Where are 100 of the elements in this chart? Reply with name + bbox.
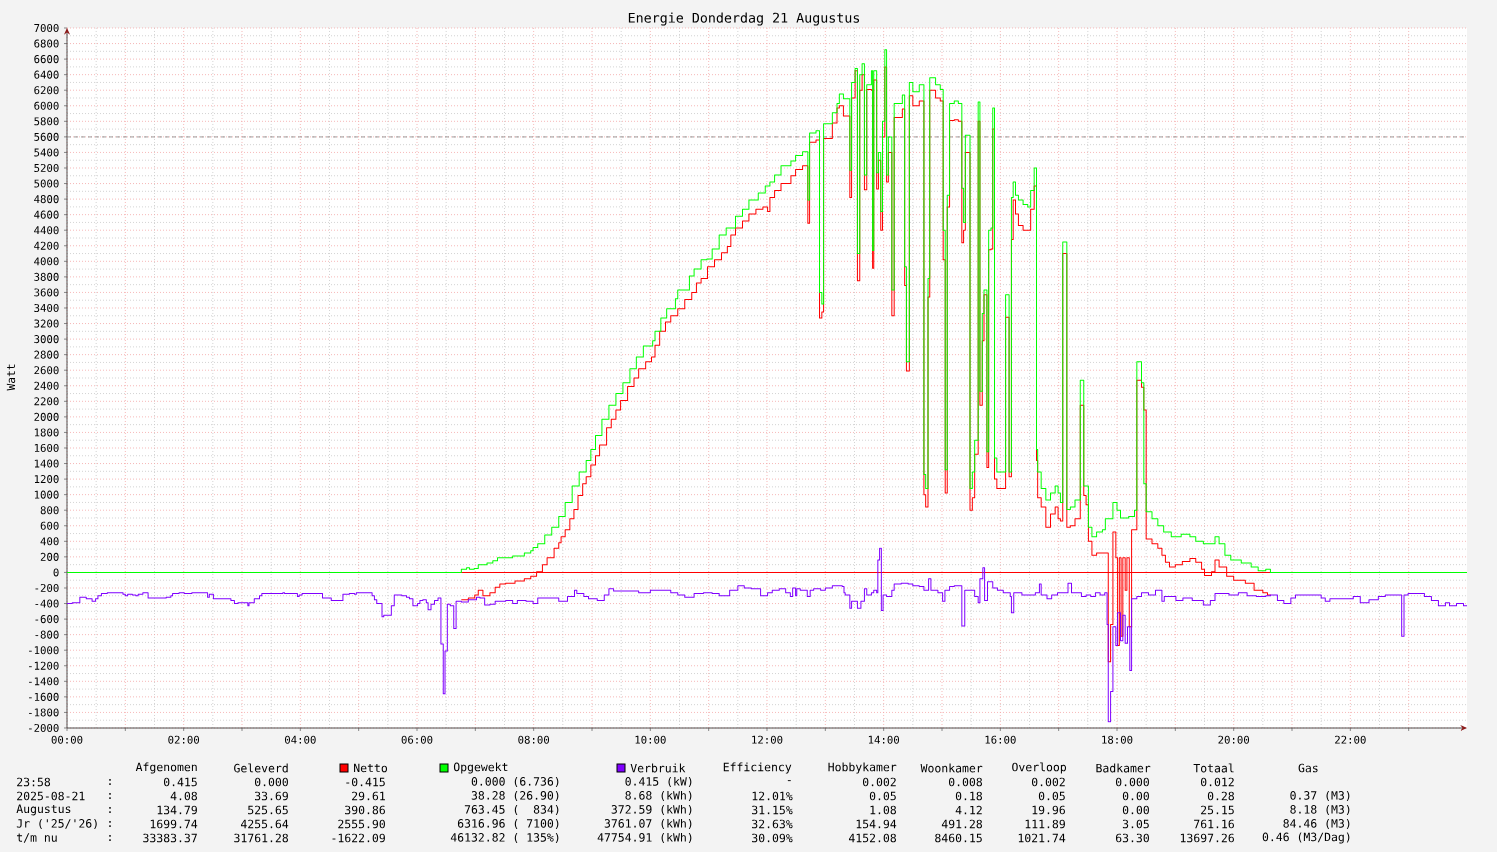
x-tick-label: 18:00 (1102, 735, 1133, 744)
y-tick-label: 6000 (34, 101, 59, 110)
y-tick-label: 1600 (34, 443, 59, 453)
x-tick-label: 06:00 (401, 735, 433, 744)
chart-title: Energie Donderdag 21 Augustus (628, 12, 860, 26)
text: 390.86 (345, 805, 385, 815)
x-tick-label: 22:00 (1335, 735, 1366, 744)
y-tick-label: 3600 (34, 288, 59, 297)
text: 6316.96 ( 7100) (457, 818, 559, 830)
text: Efficiency (723, 762, 792, 774)
text: Overloop (1012, 762, 1067, 774)
text: 0.000 (1115, 777, 1149, 787)
y-tick-label: 7000 (34, 23, 59, 33)
text: 372.59 (kWh) (611, 804, 692, 816)
y-tick-label: 1000 (34, 490, 59, 499)
y-tick-label: 1800 (34, 428, 59, 437)
y-tick-label: 400 (40, 537, 59, 546)
text: 4152.08 (848, 833, 896, 843)
text: 761.16 (1194, 819, 1234, 829)
y-tick-label: 600 (40, 521, 59, 530)
x-tick-label: 08:00 (518, 735, 550, 744)
x-tick-label: 04:00 (284, 735, 316, 744)
text: 33.69 (255, 791, 288, 801)
text: - (787, 780, 791, 782)
text: 19.96 (1032, 805, 1065, 815)
text: t/m nu (17, 833, 57, 843)
text: 2555.90 (338, 819, 385, 829)
text: 154.94 (856, 819, 897, 829)
y-tick-label: 3000 (34, 335, 59, 344)
text: 4255.64 (240, 819, 289, 829)
text: 763.45 ( 834) (464, 804, 559, 816)
y-tick-label: 4600 (34, 210, 59, 219)
y-tick-label: -1600 (29, 692, 59, 701)
text: 0.008 (948, 777, 982, 787)
text: 29.61 (352, 791, 385, 801)
y-tick-label: -1200 (29, 661, 59, 670)
y-tick-label: -800 (35, 630, 59, 639)
text: Afgenomen (135, 762, 197, 774)
y-tick-label: 3200 (34, 319, 59, 328)
text: 47754.91 (kWh) (597, 832, 692, 844)
text: 31761.28 (234, 833, 288, 843)
y-tick-label: 5400 (34, 148, 59, 157)
text: : (109, 807, 111, 813)
y-tick-label: -1400 (29, 677, 59, 686)
text: Jr ('25/'26) (16, 818, 97, 830)
text: 13697.26 (1180, 833, 1234, 843)
text: Woonkamer (920, 763, 983, 773)
x-tick-label: 12:00 (752, 735, 783, 744)
x-tick-label: 10:00 (635, 735, 666, 744)
text: 23:58 (17, 777, 51, 787)
y-tick-label: 2600 (34, 366, 59, 375)
x-tick-label: 02:00 (168, 735, 200, 744)
text: 33383.37 (143, 833, 197, 843)
text: 0.000 (6.736) (471, 776, 559, 788)
y-tick-label: 6600 (34, 55, 59, 64)
y-tick-label: 5800 (34, 117, 59, 126)
text: 84.46 (M3) (1283, 818, 1350, 830)
y-tick-label: 200 (40, 552, 59, 561)
text: 2025-08-21 (17, 791, 85, 801)
x-tick-label: 16:00 (985, 735, 1016, 744)
y-axis-title: Watt (6, 364, 16, 391)
text: 0.28 (1207, 791, 1234, 801)
text: 0.415 (kW) (625, 776, 692, 788)
text: 25.15 (1201, 805, 1234, 815)
legend-label: Netto (354, 763, 388, 773)
y-tick-label: 3400 (34, 303, 59, 313)
text: 31.15% (752, 805, 793, 815)
text: : (109, 793, 111, 799)
text: 8.18 (M3) (1290, 804, 1350, 816)
text: 46132.82 ( 135%) (450, 832, 559, 844)
text: 0.37 (M3) (1290, 790, 1350, 802)
y-tick-label: 4000 (34, 257, 59, 266)
text: 0.00 (1122, 805, 1149, 815)
text: 1021.74 (1018, 833, 1066, 843)
legend-label: Verbruik (630, 763, 686, 773)
y-tick-label: -1000 (29, 646, 59, 655)
text: 134.79 (157, 805, 197, 815)
y-tick-label: -1800 (29, 708, 59, 717)
text: : (109, 821, 111, 827)
y-tick-label: 5000 (34, 179, 59, 188)
text: 8.68 (kWh) (625, 790, 692, 802)
text: -0.415 (346, 777, 385, 787)
text: 0.002 (1031, 777, 1065, 787)
y-tick-label: 5600 (34, 132, 59, 141)
y-tick-label: -400 (35, 599, 59, 608)
text: Gas (1298, 763, 1318, 773)
text: 38.28 (26.90) (471, 790, 559, 802)
y-tick-label: 5200 (34, 163, 59, 173)
text: 4.08 (170, 791, 197, 801)
legend-label: Opgewekt (453, 762, 508, 774)
text: 0.05 (869, 791, 896, 801)
text: 0.002 (862, 777, 896, 787)
text: Badkamer (1096, 763, 1151, 773)
y-tick-label: 2000 (34, 412, 59, 421)
y-tick-label: 0 (53, 568, 59, 577)
text: 1.08 (870, 805, 896, 815)
y-tick-label: 800 (40, 506, 59, 515)
text: 1699.74 (150, 819, 198, 829)
text: 0.00 (1122, 791, 1149, 801)
text: 111.89 (1025, 819, 1065, 829)
